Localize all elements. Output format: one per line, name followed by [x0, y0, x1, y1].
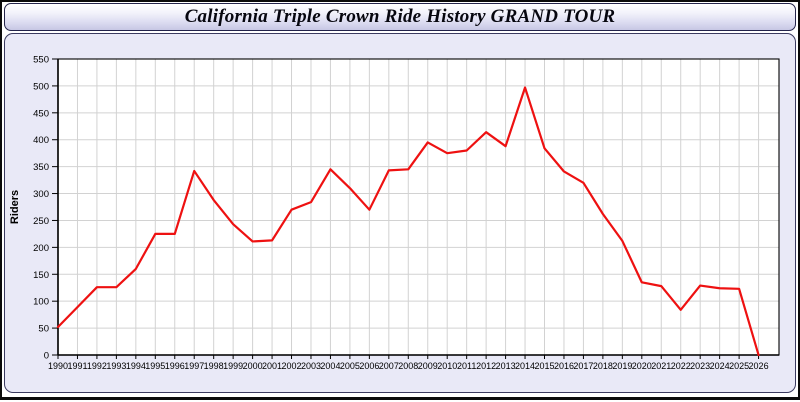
svg-text:2020: 2020	[632, 361, 652, 371]
svg-text:2024: 2024	[710, 361, 730, 371]
svg-text:2017: 2017	[573, 361, 593, 371]
svg-text:500: 500	[33, 81, 49, 92]
chart-title-bar: California Triple Crown Ride History GRA…	[4, 3, 796, 31]
svg-text:2014: 2014	[515, 361, 535, 371]
svg-text:2003: 2003	[301, 361, 321, 371]
svg-text:2000: 2000	[243, 361, 263, 371]
svg-text:2002: 2002	[282, 361, 302, 371]
svg-text:250: 250	[33, 216, 49, 227]
svg-text:450: 450	[33, 108, 49, 119]
svg-text:1991: 1991	[67, 361, 87, 371]
svg-text:2001: 2001	[262, 361, 282, 371]
svg-text:1998: 1998	[204, 361, 224, 371]
svg-text:0: 0	[44, 351, 49, 362]
svg-text:2025: 2025	[729, 361, 749, 371]
svg-text:2016: 2016	[554, 361, 574, 371]
svg-text:200: 200	[33, 243, 49, 254]
svg-text:1993: 1993	[106, 361, 126, 371]
tick-marks	[52, 58, 760, 359]
svg-text:550: 550	[33, 55, 49, 66]
svg-text:2022: 2022	[671, 361, 691, 371]
svg-text:1999: 1999	[223, 361, 243, 371]
svg-text:2008: 2008	[398, 361, 418, 371]
x-axis-tick-labels: 1990 1991 1992 1993 1994 1995 1996 1997 1998 1999…	[48, 361, 769, 371]
svg-text:2023: 2023	[690, 361, 710, 371]
svg-text:2015: 2015	[534, 361, 554, 371]
svg-text:2026: 2026	[749, 361, 769, 371]
plot-area	[58, 59, 779, 355]
svg-text:1997: 1997	[184, 361, 204, 371]
axes	[57, 59, 779, 356]
svg-text:2021: 2021	[651, 361, 671, 371]
svg-text:2009: 2009	[418, 361, 438, 371]
y-axis-title: Riders	[9, 190, 21, 224]
svg-text:100: 100	[33, 297, 49, 308]
svg-text:1992: 1992	[87, 361, 107, 371]
y-axis-tick-labels: 0 50 100 150 200 250 300 350 400 450 500 550	[33, 55, 49, 362]
svg-text:2011: 2011	[457, 361, 476, 371]
svg-text:2007: 2007	[379, 361, 399, 371]
svg-text:2019: 2019	[612, 361, 632, 371]
svg-text:1996: 1996	[165, 361, 185, 371]
svg-text:150: 150	[33, 270, 49, 281]
svg-text:1990: 1990	[48, 361, 68, 371]
svg-text:2005: 2005	[340, 361, 360, 371]
svg-text:400: 400	[33, 135, 49, 146]
riders-line-series	[56, 86, 760, 357]
svg-text:2004: 2004	[320, 361, 340, 371]
svg-text:2012: 2012	[476, 361, 496, 371]
svg-text:2013: 2013	[496, 361, 516, 371]
svg-text:2006: 2006	[359, 361, 379, 371]
svg-text:2018: 2018	[593, 361, 613, 371]
svg-text:2010: 2010	[437, 361, 457, 371]
svg-text:50: 50	[38, 324, 49, 335]
svg-text:1995: 1995	[145, 361, 165, 371]
svg-text:1994: 1994	[126, 361, 146, 371]
svg-text:300: 300	[33, 189, 49, 200]
chart-title: California Triple Crown Ride History GRA…	[184, 6, 616, 27]
svg-text:350: 350	[33, 162, 49, 173]
